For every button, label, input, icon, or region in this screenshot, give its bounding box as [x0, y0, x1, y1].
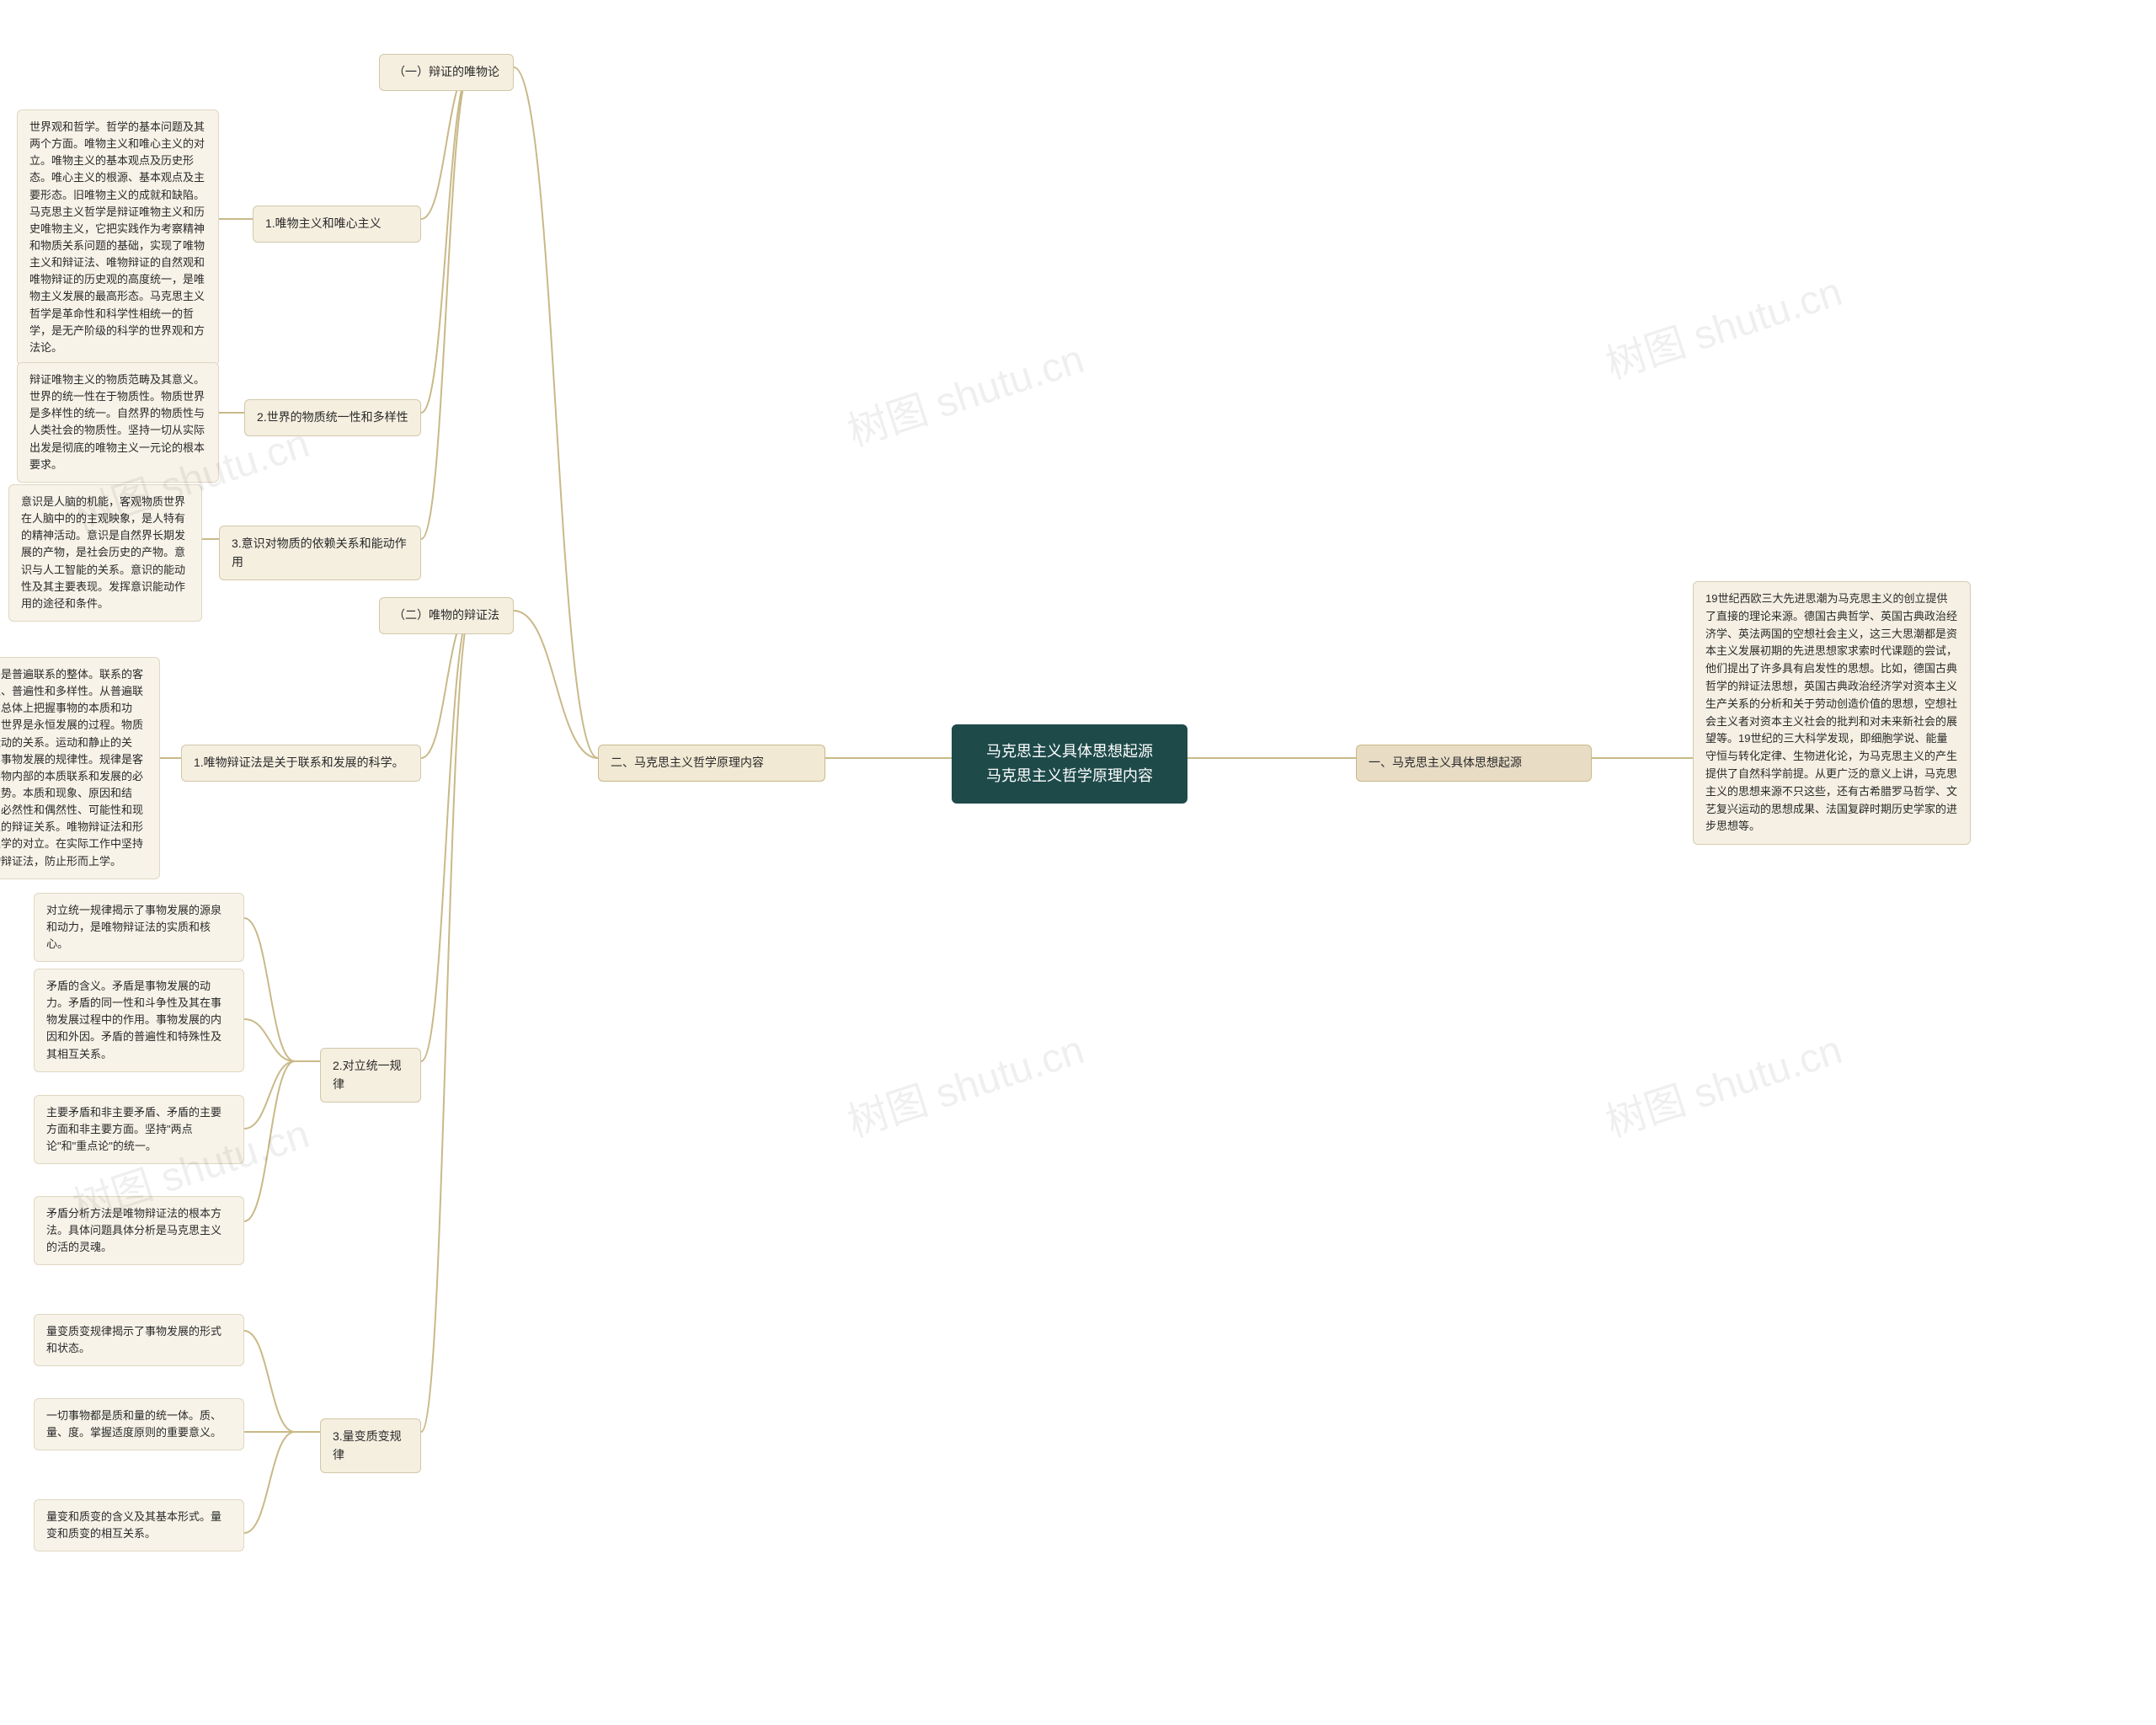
s1-i2-title[interactable]: 2.世界的物质统一性和多样性: [244, 399, 421, 436]
root-line2: 马克思主义哲学原理内容: [970, 764, 1169, 788]
s1-i1-title[interactable]: 1.唯物主义和唯心主义: [253, 206, 421, 243]
right-leaf[interactable]: 19世纪西欧三大先进思潮为马克思主义的创立提供了直接的理论来源。德国古典哲学、英…: [1693, 581, 1971, 845]
watermark: 树图 shutu.cn: [1597, 259, 1848, 390]
mindmap-canvas: 马克思主义具体思想起源 马克思主义哲学原理内容 一、马克思主义具体思想起源 19…: [0, 0, 2156, 1725]
s2-i2-l3[interactable]: 主要矛盾和非主要矛盾、矛盾的主要方面和非主要方面。坚持"两点论"和"重点论"的统…: [34, 1095, 244, 1164]
s2-i2-title[interactable]: 2.对立统一规律: [320, 1048, 421, 1103]
left-branch-title[interactable]: 二、马克思主义哲学原理内容: [598, 745, 825, 782]
s1-i2-leaf[interactable]: 辩证唯物主义的物质范畴及其意义。世界的统一性在于物质性。物质世界是多样性的统一。…: [17, 362, 219, 483]
watermark: 树图 shutu.cn: [839, 326, 1090, 457]
root-line1: 马克思主义具体思想起源: [970, 740, 1169, 764]
s2-i3-title[interactable]: 3.量变质变规律: [320, 1418, 421, 1473]
root-node[interactable]: 马克思主义具体思想起源 马克思主义哲学原理内容: [952, 724, 1187, 804]
s2-i1-leaf[interactable]: 世界是普遍联系的整体。联系的客观性、普遍性和多样性。从普遍联系的总体上把握事物的…: [0, 657, 160, 879]
s2-i3-l2[interactable]: 一切事物都是质和量的统一体。质、量、度。掌握适度原则的重要意义。: [34, 1398, 244, 1450]
right-branch-title[interactable]: 一、马克思主义具体思想起源: [1356, 745, 1592, 782]
s2-i2-l2[interactable]: 矛盾的含义。矛盾是事物发展的动力。矛盾的同一性和斗争性及其在事物发展过程中的作用…: [34, 969, 244, 1072]
s2-i2-l1[interactable]: 对立统一规律揭示了事物发展的源泉和动力，是唯物辩证法的实质和核心。: [34, 893, 244, 962]
s1-i1-leaf[interactable]: 世界观和哲学。哲学的基本问题及其两个方面。唯物主义和唯心主义的对立。唯物主义的基…: [17, 109, 219, 366]
section-1-title[interactable]: （一）辩证的唯物论: [379, 54, 514, 91]
s1-i3-leaf[interactable]: 意识是人脑的机能，客观物质世界在人脑中的的主观映象，是人特有的精神活动。意识是自…: [8, 484, 202, 622]
s2-i1-title[interactable]: 1.唯物辩证法是关于联系和发展的科学。: [181, 745, 421, 782]
s2-i3-l3[interactable]: 量变和质变的含义及其基本形式。量变和质变的相互关系。: [34, 1499, 244, 1551]
s1-i3-title[interactable]: 3.意识对物质的依赖关系和能动作用: [219, 526, 421, 580]
section-2-title[interactable]: （二）唯物的辩证法: [379, 597, 514, 634]
watermark: 树图 shutu.cn: [1597, 1017, 1848, 1148]
s2-i2-l4[interactable]: 矛盾分析方法是唯物辩证法的根本方法。具体问题具体分析是马克思主义的活的灵魂。: [34, 1196, 244, 1265]
watermark: 树图 shutu.cn: [839, 1017, 1090, 1148]
s2-i3-l1[interactable]: 量变质变规律揭示了事物发展的形式和状态。: [34, 1314, 244, 1366]
